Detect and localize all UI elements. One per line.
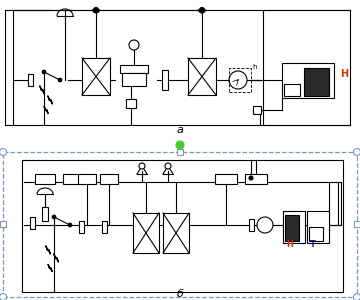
Circle shape <box>354 293 360 300</box>
Bar <box>3 152 357 297</box>
Bar <box>354 221 360 227</box>
Bar <box>229 68 251 92</box>
Bar <box>22 160 343 292</box>
Bar <box>163 213 189 253</box>
Circle shape <box>0 148 6 155</box>
Text: Т: Т <box>310 240 316 249</box>
Bar <box>79 221 84 233</box>
Bar <box>100 174 118 184</box>
Circle shape <box>199 8 204 13</box>
Bar <box>126 99 136 108</box>
Text: Н: Н <box>286 240 293 249</box>
Circle shape <box>52 215 56 219</box>
Bar <box>122 73 146 86</box>
Text: h: h <box>252 64 256 70</box>
Circle shape <box>139 163 145 169</box>
Bar <box>245 174 267 184</box>
Circle shape <box>257 217 273 233</box>
Polygon shape <box>54 254 58 262</box>
Circle shape <box>176 141 184 149</box>
Bar <box>82 58 110 95</box>
Bar <box>188 58 216 95</box>
Bar <box>78 174 96 184</box>
Bar <box>283 211 305 243</box>
Text: б: б <box>176 289 184 299</box>
Polygon shape <box>48 96 52 104</box>
Text: а: а <box>176 125 184 135</box>
Bar <box>28 74 33 86</box>
Bar <box>215 174 237 184</box>
Bar <box>307 211 329 243</box>
Circle shape <box>129 40 139 50</box>
Circle shape <box>354 148 360 155</box>
Circle shape <box>68 223 72 227</box>
Bar <box>30 217 35 229</box>
Bar <box>249 219 254 231</box>
Bar <box>309 227 323 241</box>
Bar <box>177 149 183 155</box>
Text: H: H <box>340 69 348 79</box>
Circle shape <box>200 8 204 12</box>
Circle shape <box>165 163 171 169</box>
Bar <box>133 213 159 253</box>
Polygon shape <box>40 86 44 94</box>
Circle shape <box>0 293 6 300</box>
Polygon shape <box>46 246 50 254</box>
Circle shape <box>249 176 253 180</box>
Bar <box>285 215 299 241</box>
Bar <box>63 174 83 184</box>
Bar <box>0 221 6 227</box>
Bar <box>282 63 334 98</box>
Circle shape <box>229 71 247 89</box>
Bar <box>42 207 48 221</box>
Polygon shape <box>48 264 52 272</box>
Bar <box>304 68 329 96</box>
Bar <box>102 221 107 233</box>
Polygon shape <box>44 106 48 114</box>
Circle shape <box>94 8 99 13</box>
Bar <box>35 174 55 184</box>
Bar <box>162 70 168 90</box>
Bar <box>284 84 300 96</box>
Bar <box>253 106 261 114</box>
Bar <box>120 65 148 73</box>
Circle shape <box>42 70 46 74</box>
Circle shape <box>58 78 62 82</box>
